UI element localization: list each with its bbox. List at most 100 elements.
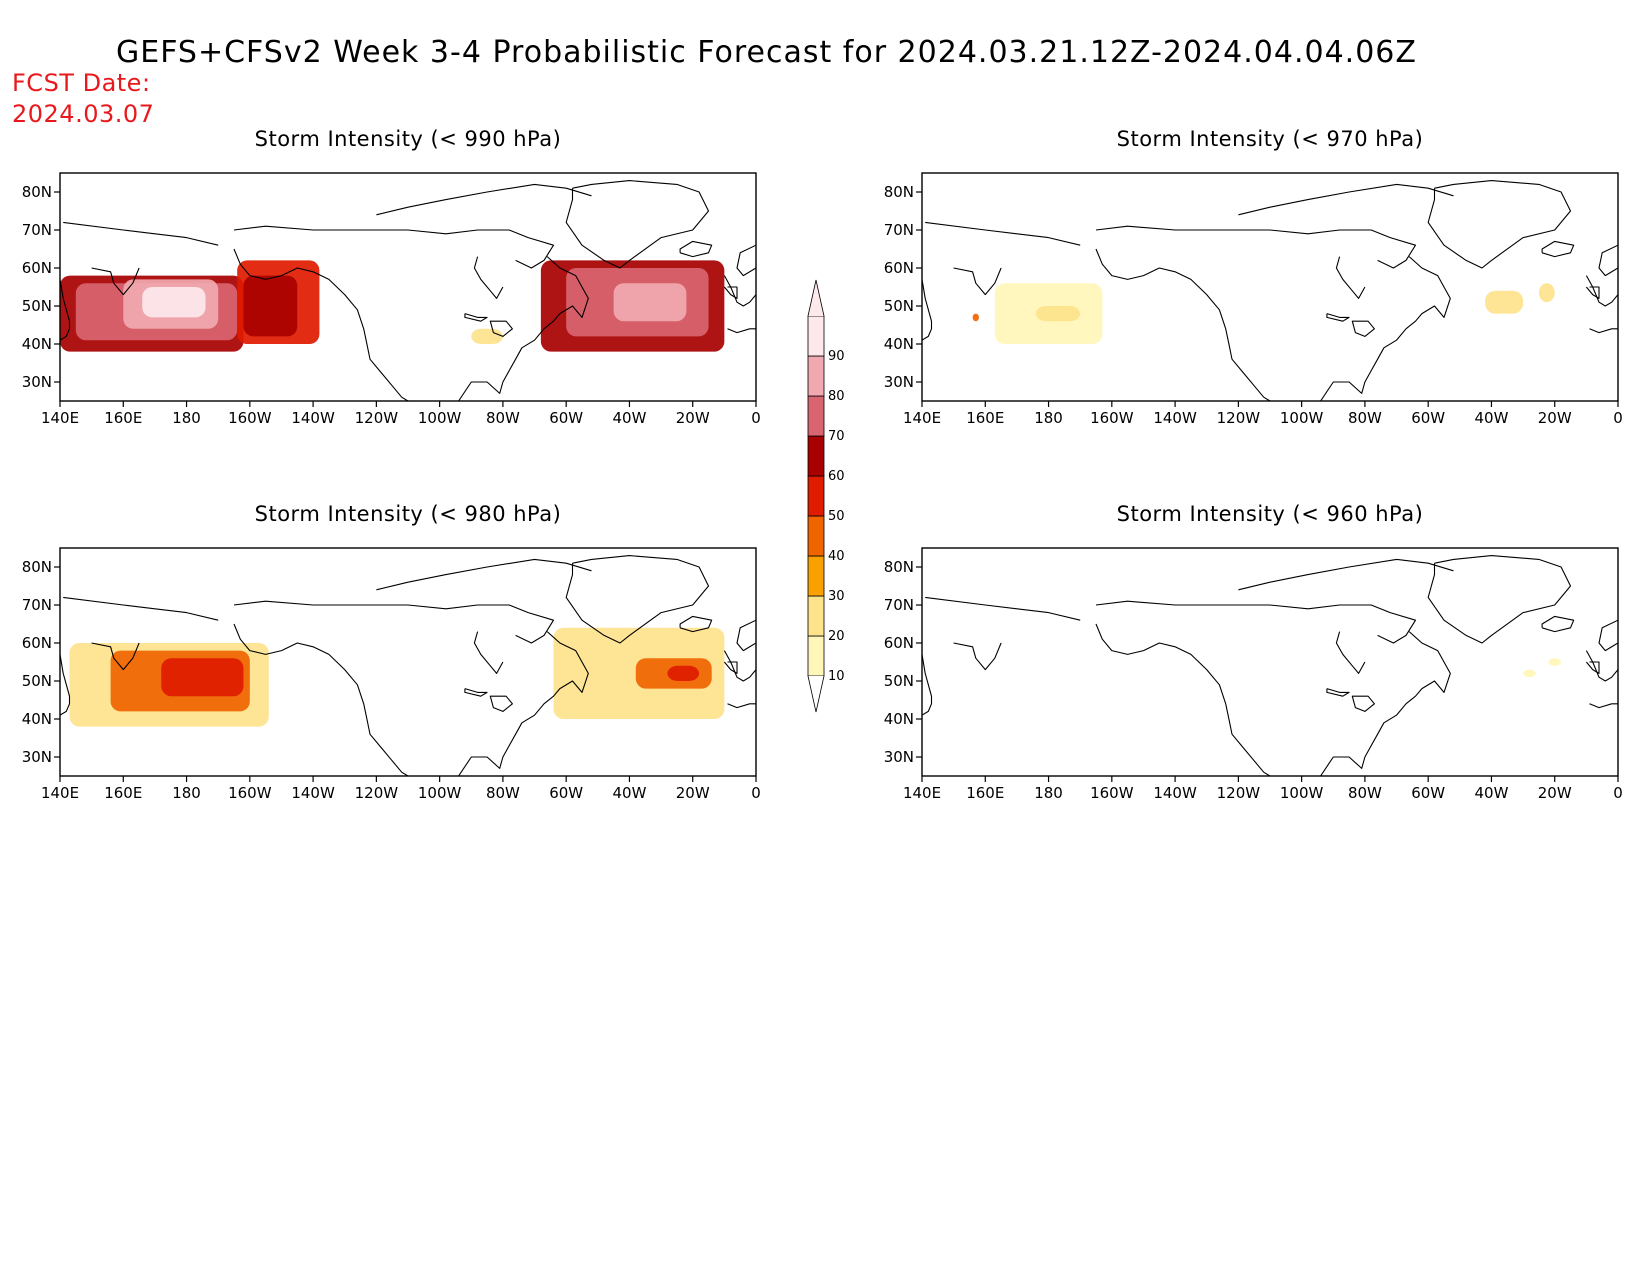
colorbar-label: 60 [828, 469, 845, 484]
x-tick-label: 20W [676, 409, 710, 427]
coastline [727, 328, 756, 334]
colorbar-segment [807, 435, 825, 477]
y-tick-label: 40N [22, 710, 52, 728]
y-tick-label: 30N [884, 373, 914, 391]
x-tick-label: 60W [1411, 409, 1445, 427]
coastline [464, 688, 488, 697]
coastline [1541, 615, 1575, 633]
coastline [376, 183, 592, 216]
map-panels: Storm Intensity (< 990 hPa) 140E 160E 180 16… [22, 127, 1623, 802]
y-tick-label: 80N [884, 183, 914, 201]
probability-region [613, 283, 687, 322]
colorbar-segment [807, 395, 825, 437]
coastline [63, 596, 219, 621]
y-tick-label: 70N [884, 221, 914, 239]
x-tick-label: 160W [228, 784, 272, 802]
x-tick-label: 180 [172, 409, 201, 427]
x-tick-label: 160E [966, 784, 1004, 802]
map-panel: Storm Intensity (< 960 hPa) 140E 160E 180 16… [884, 502, 1623, 802]
probability-region [161, 658, 244, 697]
colorbar-segment [807, 515, 825, 557]
colorbar-label: 20 [828, 629, 845, 644]
figure-title: GEFS+CFSv2 Week 3-4 Probabilistic Foreca… [116, 35, 1417, 70]
map-panel: Storm Intensity (< 980 hPa) 140E 160E 180 16… [22, 502, 761, 802]
map-panel: Storm Intensity (< 970 hPa) 140E 160E 180 16… [884, 127, 1623, 427]
coastline [489, 320, 513, 337]
coastline [1589, 328, 1618, 334]
probability-region [1538, 283, 1555, 303]
y-tick-label: 70N [22, 221, 52, 239]
coastline [922, 279, 933, 341]
y-tick-label: 40N [22, 335, 52, 353]
x-tick-label: 60W [549, 409, 583, 427]
x-tick-label: 140W [291, 784, 335, 802]
y-tick-label: 50N [884, 297, 914, 315]
coastline [233, 600, 555, 644]
x-tick-label: 40W [1474, 409, 1508, 427]
map-area [922, 180, 1618, 401]
coastline [1238, 558, 1454, 591]
colorbar-segment [807, 555, 825, 597]
x-tick-label: 40W [612, 409, 646, 427]
coastline [60, 279, 71, 341]
x-tick-label: 160W [1090, 784, 1134, 802]
coastline [1095, 225, 1417, 269]
coastline [679, 240, 713, 258]
x-tick-label: 100W [1280, 784, 1324, 802]
probability-region [1485, 290, 1524, 314]
coastline [1585, 286, 1600, 299]
x-tick-label: 180 [1034, 784, 1063, 802]
panel-title: Storm Intensity (< 970 hPa) [1117, 127, 1424, 151]
coastline [1095, 248, 1271, 401]
y-tick-label: 80N [22, 558, 52, 576]
y-tick-label: 60N [884, 259, 914, 277]
y-tick-label: 30N [22, 373, 52, 391]
coastline [1598, 619, 1618, 652]
colorbar-label: 90 [828, 349, 845, 364]
coastline [458, 631, 589, 776]
x-tick-label: 60W [1411, 784, 1445, 802]
x-tick-label: 20W [1538, 409, 1572, 427]
x-tick-label: 140W [1153, 409, 1197, 427]
coastline [464, 313, 488, 322]
coastline [953, 267, 1002, 296]
map-area [60, 555, 756, 776]
x-tick-label: 160E [104, 409, 142, 427]
coastline [1320, 631, 1451, 776]
colorbar-segment [807, 315, 825, 357]
colorbar-label: 70 [828, 429, 845, 444]
x-tick-label: 80W [1348, 409, 1382, 427]
x-tick-label: 160E [104, 784, 142, 802]
x-tick-label: 120W [355, 409, 399, 427]
x-tick-label: 160W [1090, 409, 1134, 427]
x-tick-label: 80W [486, 409, 520, 427]
x-tick-label: 140W [291, 409, 335, 427]
colorbar-segment [807, 595, 825, 637]
colorbar: 10 20 30 40 50 60 70 80 90 [807, 279, 845, 713]
coastline [565, 555, 710, 644]
probability-region [1035, 306, 1081, 322]
map-frame [59, 547, 757, 777]
coastline [736, 619, 756, 652]
x-tick-label: 100W [418, 784, 462, 802]
coastline [723, 275, 756, 307]
coastline [1427, 555, 1572, 644]
coastline [1095, 600, 1417, 644]
colorbar-segment [807, 635, 825, 677]
coastline [1326, 688, 1350, 697]
coastline [233, 225, 555, 269]
coastline [60, 654, 71, 716]
coastline [565, 180, 710, 269]
colorbar-label: 50 [828, 509, 845, 524]
colorbar-segment [807, 355, 825, 397]
coastline [925, 221, 1081, 246]
coastline [1320, 256, 1451, 401]
colorbar-lower-arrow [807, 675, 825, 713]
x-tick-label: 80W [486, 784, 520, 802]
coastline [1585, 650, 1618, 682]
x-tick-label: 20W [1538, 784, 1572, 802]
map-frame [59, 172, 757, 402]
x-tick-label: 120W [1217, 784, 1261, 802]
x-tick-label: 180 [1034, 409, 1063, 427]
coastline [91, 642, 140, 671]
